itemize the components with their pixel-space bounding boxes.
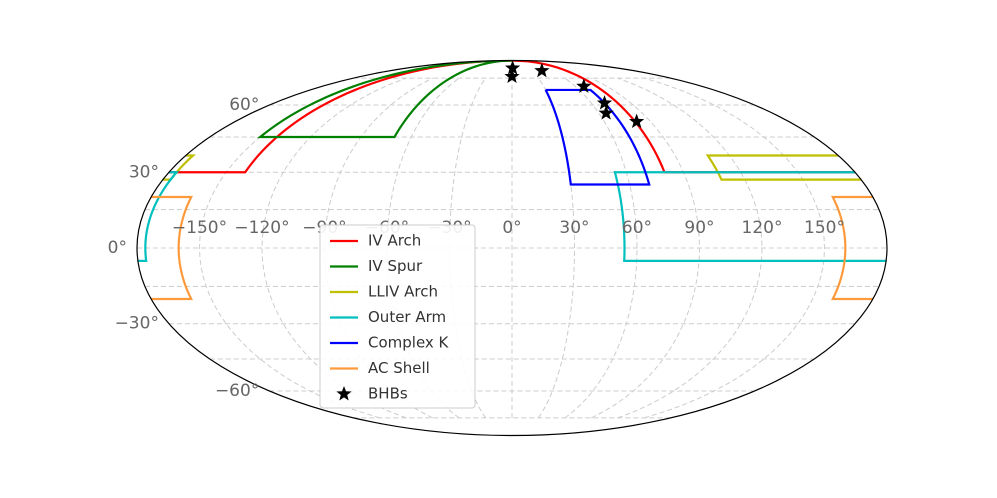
region-outline: [544, 88, 651, 186]
y-tick-label: −60°: [215, 381, 259, 401]
star-marker: [504, 60, 521, 75]
legend-marker: [336, 386, 352, 401]
y-tick-label: 30°: [129, 162, 159, 182]
star-marker: [596, 95, 613, 110]
grid-line: [198, 77, 380, 419]
legend-box: [319, 224, 476, 409]
x-tick-label: 120°: [742, 218, 783, 238]
grid-line: [564, 77, 638, 419]
plot-border: [136, 59, 888, 437]
legend-label: Complex K: [368, 334, 450, 352]
grid-line: [644, 77, 826, 419]
star-marker: [534, 62, 550, 78]
star-marker: [576, 78, 592, 93]
legend-label: IV Spur: [368, 257, 423, 275]
x-tick-label: 0°: [502, 218, 521, 238]
y-tick-label: 0°: [108, 238, 127, 258]
region-outline: [137, 171, 887, 262]
star-marker: [629, 113, 645, 129]
x-tick-label: −120°: [234, 218, 289, 238]
region-outline: [257, 60, 513, 139]
region-outline: [162, 154, 862, 181]
x-tick-label: 60°: [622, 218, 652, 238]
plot-area: [137, 60, 887, 301]
star-marker: [504, 68, 520, 84]
legend-label: BHBs: [368, 385, 408, 403]
x-tick-label: 30°: [559, 218, 589, 238]
x-tick-label: −150°: [172, 218, 227, 238]
x-tick-label: 150°: [804, 218, 845, 238]
grid-line: [617, 77, 763, 419]
legend-label: Outer Arm: [368, 308, 446, 326]
y-tick-label: 60°: [229, 95, 259, 115]
grid-line: [591, 77, 701, 419]
legend-label: IV Arch: [368, 232, 421, 250]
star-marker: [598, 105, 614, 120]
x-tick-label: 90°: [684, 218, 714, 238]
region-outline: [151, 195, 873, 301]
legend-label: LLIV Arch: [368, 283, 438, 301]
y-tick-label: −30°: [115, 314, 159, 334]
legend-label: AC Shell: [368, 359, 430, 377]
